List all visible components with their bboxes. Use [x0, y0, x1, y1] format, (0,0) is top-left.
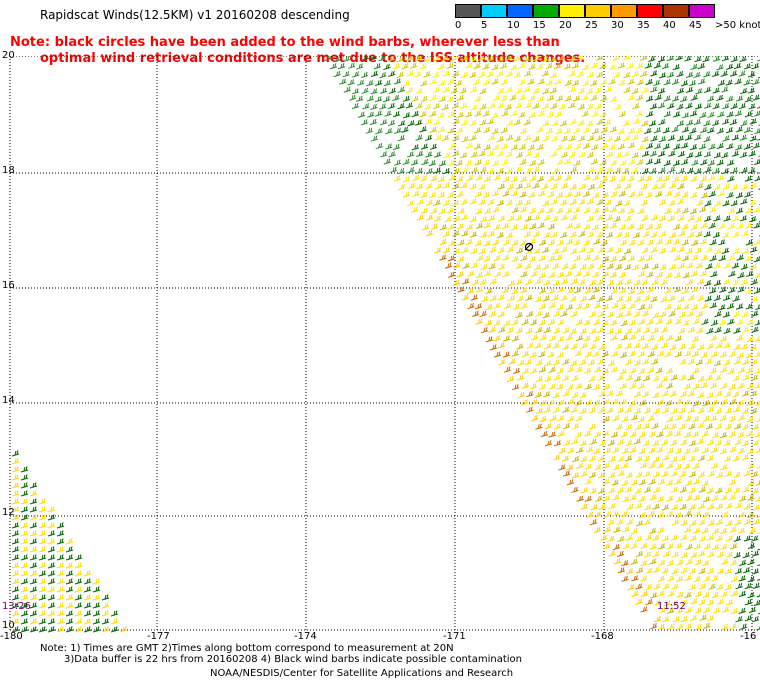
- contamination-note-line1: Note: black circles have been added to t…: [10, 35, 560, 50]
- legend-label: >50 knots: [715, 20, 760, 31]
- lat-label-20: 20: [2, 50, 15, 61]
- legend-swatch: [559, 4, 585, 18]
- legend-swatch: [689, 4, 715, 18]
- legend-swatch: [481, 4, 507, 18]
- legend-label: 45: [689, 20, 702, 31]
- contamination-note-line2: optimal wind retrieval conditions are me…: [40, 51, 586, 66]
- pass-time-right: 11:52: [657, 601, 686, 612]
- pass-time-left: 13:26: [2, 601, 31, 612]
- legend-label: 15: [533, 20, 546, 31]
- wind-barbs-main-swath: [324, 56, 760, 631]
- legend-label: 0: [455, 20, 462, 31]
- wind-map: [9, 56, 760, 633]
- legend-label: 30: [611, 20, 624, 31]
- legend-label: 40: [663, 20, 676, 31]
- lat-label-18: 18: [2, 165, 15, 176]
- lat-label-14: 14: [2, 395, 15, 406]
- wind-barbs-left-swath: [11, 450, 128, 633]
- map-title: Rapidscat Winds(12.5KM) v1 20160208 desc…: [40, 8, 350, 22]
- legend-label: 10: [507, 20, 520, 31]
- lon-label-177: -177: [147, 631, 170, 642]
- footer-note-line1: Note: 1) Times are GMT 2)Times along bot…: [40, 643, 454, 654]
- lat-label-10: 10: [2, 620, 15, 631]
- lon-label-165: -16: [740, 631, 757, 642]
- legend-swatch: [637, 4, 663, 18]
- lat-label-16: 16: [2, 280, 15, 291]
- footer-credit: NOAA/NESDIS/Center for Satellite Applica…: [210, 668, 514, 679]
- lon-label-171: -171: [443, 631, 466, 642]
- legend-label: 5: [481, 20, 488, 31]
- lon-label-180: -180: [0, 631, 23, 642]
- lon-label-174: -174: [294, 631, 317, 642]
- legend-color-bar: [455, 4, 715, 18]
- contamination-circle-marker: [524, 242, 534, 252]
- legend-labels: 0 5 10 15 20 25 30 35 40 45 >50 knots: [455, 18, 760, 32]
- legend-label: 20: [559, 20, 572, 31]
- legend-swatch: [533, 4, 559, 18]
- lon-label-168: -168: [591, 631, 614, 642]
- legend-label: 25: [585, 20, 598, 31]
- footer-note-line2: 3)Data buffer is 22 hrs from 20160208 4)…: [64, 654, 522, 665]
- legend-swatch: [455, 4, 481, 18]
- lat-lon-grid: [9, 56, 760, 631]
- legend-swatch: [663, 4, 689, 18]
- lat-label-12: 12: [2, 507, 15, 518]
- legend-label: 35: [637, 20, 650, 31]
- legend-swatch: [585, 4, 611, 18]
- wind-speed-legend: 0 5 10 15 20 25 30 35 40 45 >50 knots: [455, 4, 760, 32]
- legend-swatch: [507, 4, 533, 18]
- legend-swatch: [611, 4, 637, 18]
